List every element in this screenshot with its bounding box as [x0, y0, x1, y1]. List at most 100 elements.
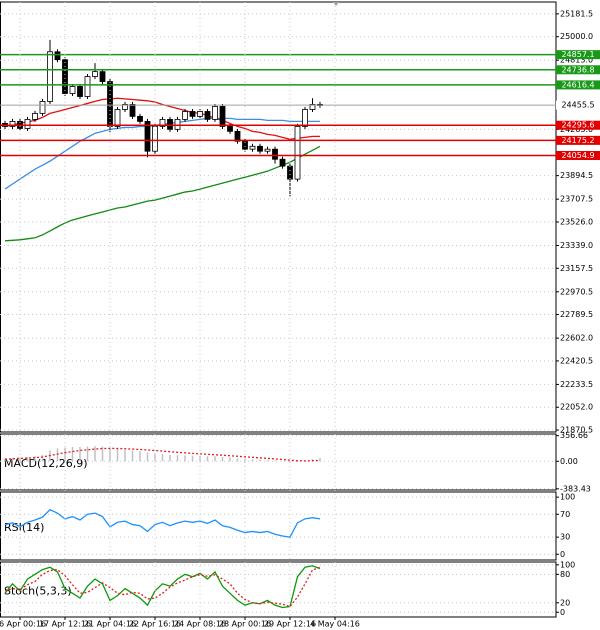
- y-tick-label: 22602.0: [560, 334, 593, 343]
- candle-body: [212, 106, 218, 120]
- candle-body: [77, 86, 83, 97]
- x-tick-label: 21 Apr 04:16: [84, 620, 136, 629]
- candle-body: [264, 148, 271, 152]
- x-tick-label: 22 Apr 16:16: [129, 620, 181, 629]
- candle-body: [204, 111, 211, 120]
- candle-body: [99, 71, 106, 82]
- y-tick-label: 23894.5: [560, 171, 593, 180]
- y-tick-label: 25000.0: [560, 32, 593, 41]
- candle-body: [242, 140, 248, 150]
- candle-body: [302, 109, 308, 127]
- candle-body: [107, 81, 113, 127]
- level-label-bg: [556, 65, 600, 75]
- x-tick-label: 24 Apr 08:16: [174, 620, 226, 629]
- level-label: 24736.8: [561, 65, 594, 74]
- candle-body: [32, 112, 38, 120]
- y-tick-label: 23707.5: [560, 195, 593, 204]
- y-tick-label: 0.00: [560, 457, 578, 466]
- level-label: 24054.9: [561, 151, 594, 160]
- candle-body: [92, 71, 98, 77]
- candle-body: [122, 104, 128, 110]
- level-label: 24455.5: [561, 101, 594, 110]
- level-label: 24616.4: [561, 80, 594, 89]
- candle-body: [84, 76, 91, 97]
- indicator-line: [4, 508, 321, 538]
- level-label: 24175.2: [561, 136, 594, 145]
- candle-body: [219, 106, 226, 127]
- panel-frame: [0, 1, 557, 433]
- candle-body: [287, 165, 293, 180]
- y-tick-label: 0: [560, 608, 565, 617]
- y-tick-label: 70: [560, 510, 570, 519]
- y-tick-label: 23157.5: [560, 264, 593, 273]
- x-tick-label: 4 May 04:16: [310, 620, 360, 629]
- level-label-bg: [556, 135, 600, 145]
- level-label: 24857.1: [561, 50, 594, 59]
- y-tick-label: 80: [560, 570, 570, 579]
- candle-body: [69, 86, 76, 94]
- candle-body: [257, 145, 263, 152]
- candle-body: [279, 158, 286, 167]
- y-tick-label: 21870.5: [560, 426, 593, 435]
- candle-body: [182, 111, 188, 120]
- candle-body: [189, 111, 196, 117]
- level-label-bg: [556, 120, 600, 130]
- candle-body: [144, 121, 151, 152]
- indicator-line: [4, 566, 321, 608]
- level-label-bg: [556, 150, 600, 160]
- macd-signal: [4, 447, 321, 462]
- candle-body: [159, 118, 166, 127]
- y-tick-label: 23526.0: [560, 217, 593, 226]
- level-label-bg: [556, 80, 600, 90]
- candle-body: [227, 126, 233, 132]
- y-tick-label: 22420.5: [560, 356, 593, 365]
- x-tick-label: 16 Apr 00:16: [0, 620, 46, 629]
- moving-average: [4, 145, 321, 242]
- y-tick-label: 0: [560, 550, 565, 559]
- y-tick-label: 100: [560, 493, 575, 502]
- level-label-bg: [556, 100, 600, 110]
- y-tick-label: 23339.0: [560, 241, 593, 250]
- y-tick-label: 24813.0: [560, 56, 593, 65]
- y-tick-label: 22233.5: [560, 380, 593, 389]
- y-tick-label: -383.43: [560, 484, 591, 493]
- candle-body: [174, 118, 181, 130]
- candle-body: [9, 121, 16, 127]
- x-tick-label: 17 Apr 12:16: [39, 620, 91, 629]
- candle-body: [272, 148, 278, 160]
- y-tick-label: 100: [560, 560, 575, 569]
- y-tick-label: 22789.5: [560, 310, 593, 319]
- level-label: 24295.6: [561, 121, 594, 130]
- panel-frame: [0, 433, 557, 491]
- panel-label: Stoch(5,3,3): [4, 585, 72, 598]
- candle-body: [167, 118, 173, 130]
- candle-body: [309, 104, 316, 110]
- candle-body: [62, 59, 68, 94]
- shift-marker: [333, 2, 339, 6]
- panel-label: MACD(12,26,9): [4, 457, 88, 470]
- panel-frame: [0, 561, 557, 618]
- y-tick-label: 30: [560, 533, 570, 542]
- candle-body: [197, 111, 203, 117]
- candle-body: [129, 104, 136, 117]
- candle-body: [234, 130, 241, 142]
- x-tick-label: 29 Apr 12:16: [264, 620, 316, 629]
- y-tick-label: 356.66: [560, 431, 588, 440]
- candle-body: [137, 115, 143, 122]
- panel-frame: [0, 491, 557, 561]
- moving-average: [4, 97, 320, 140]
- candle-body: [39, 101, 46, 114]
- indicator-line: [4, 565, 321, 609]
- y-tick-label: 20: [560, 598, 570, 607]
- candle-body: [294, 126, 301, 180]
- level-label-bg: [556, 50, 600, 60]
- candle-body: [54, 51, 61, 61]
- x-tick-label: 28 Apr 00:16: [219, 620, 271, 629]
- candle-body: [249, 145, 256, 150]
- candle-body: [114, 109, 121, 127]
- y-tick-label: 25181.5: [560, 9, 593, 18]
- candle-body: [24, 118, 31, 129]
- y-tick-label: 22052.0: [560, 403, 593, 412]
